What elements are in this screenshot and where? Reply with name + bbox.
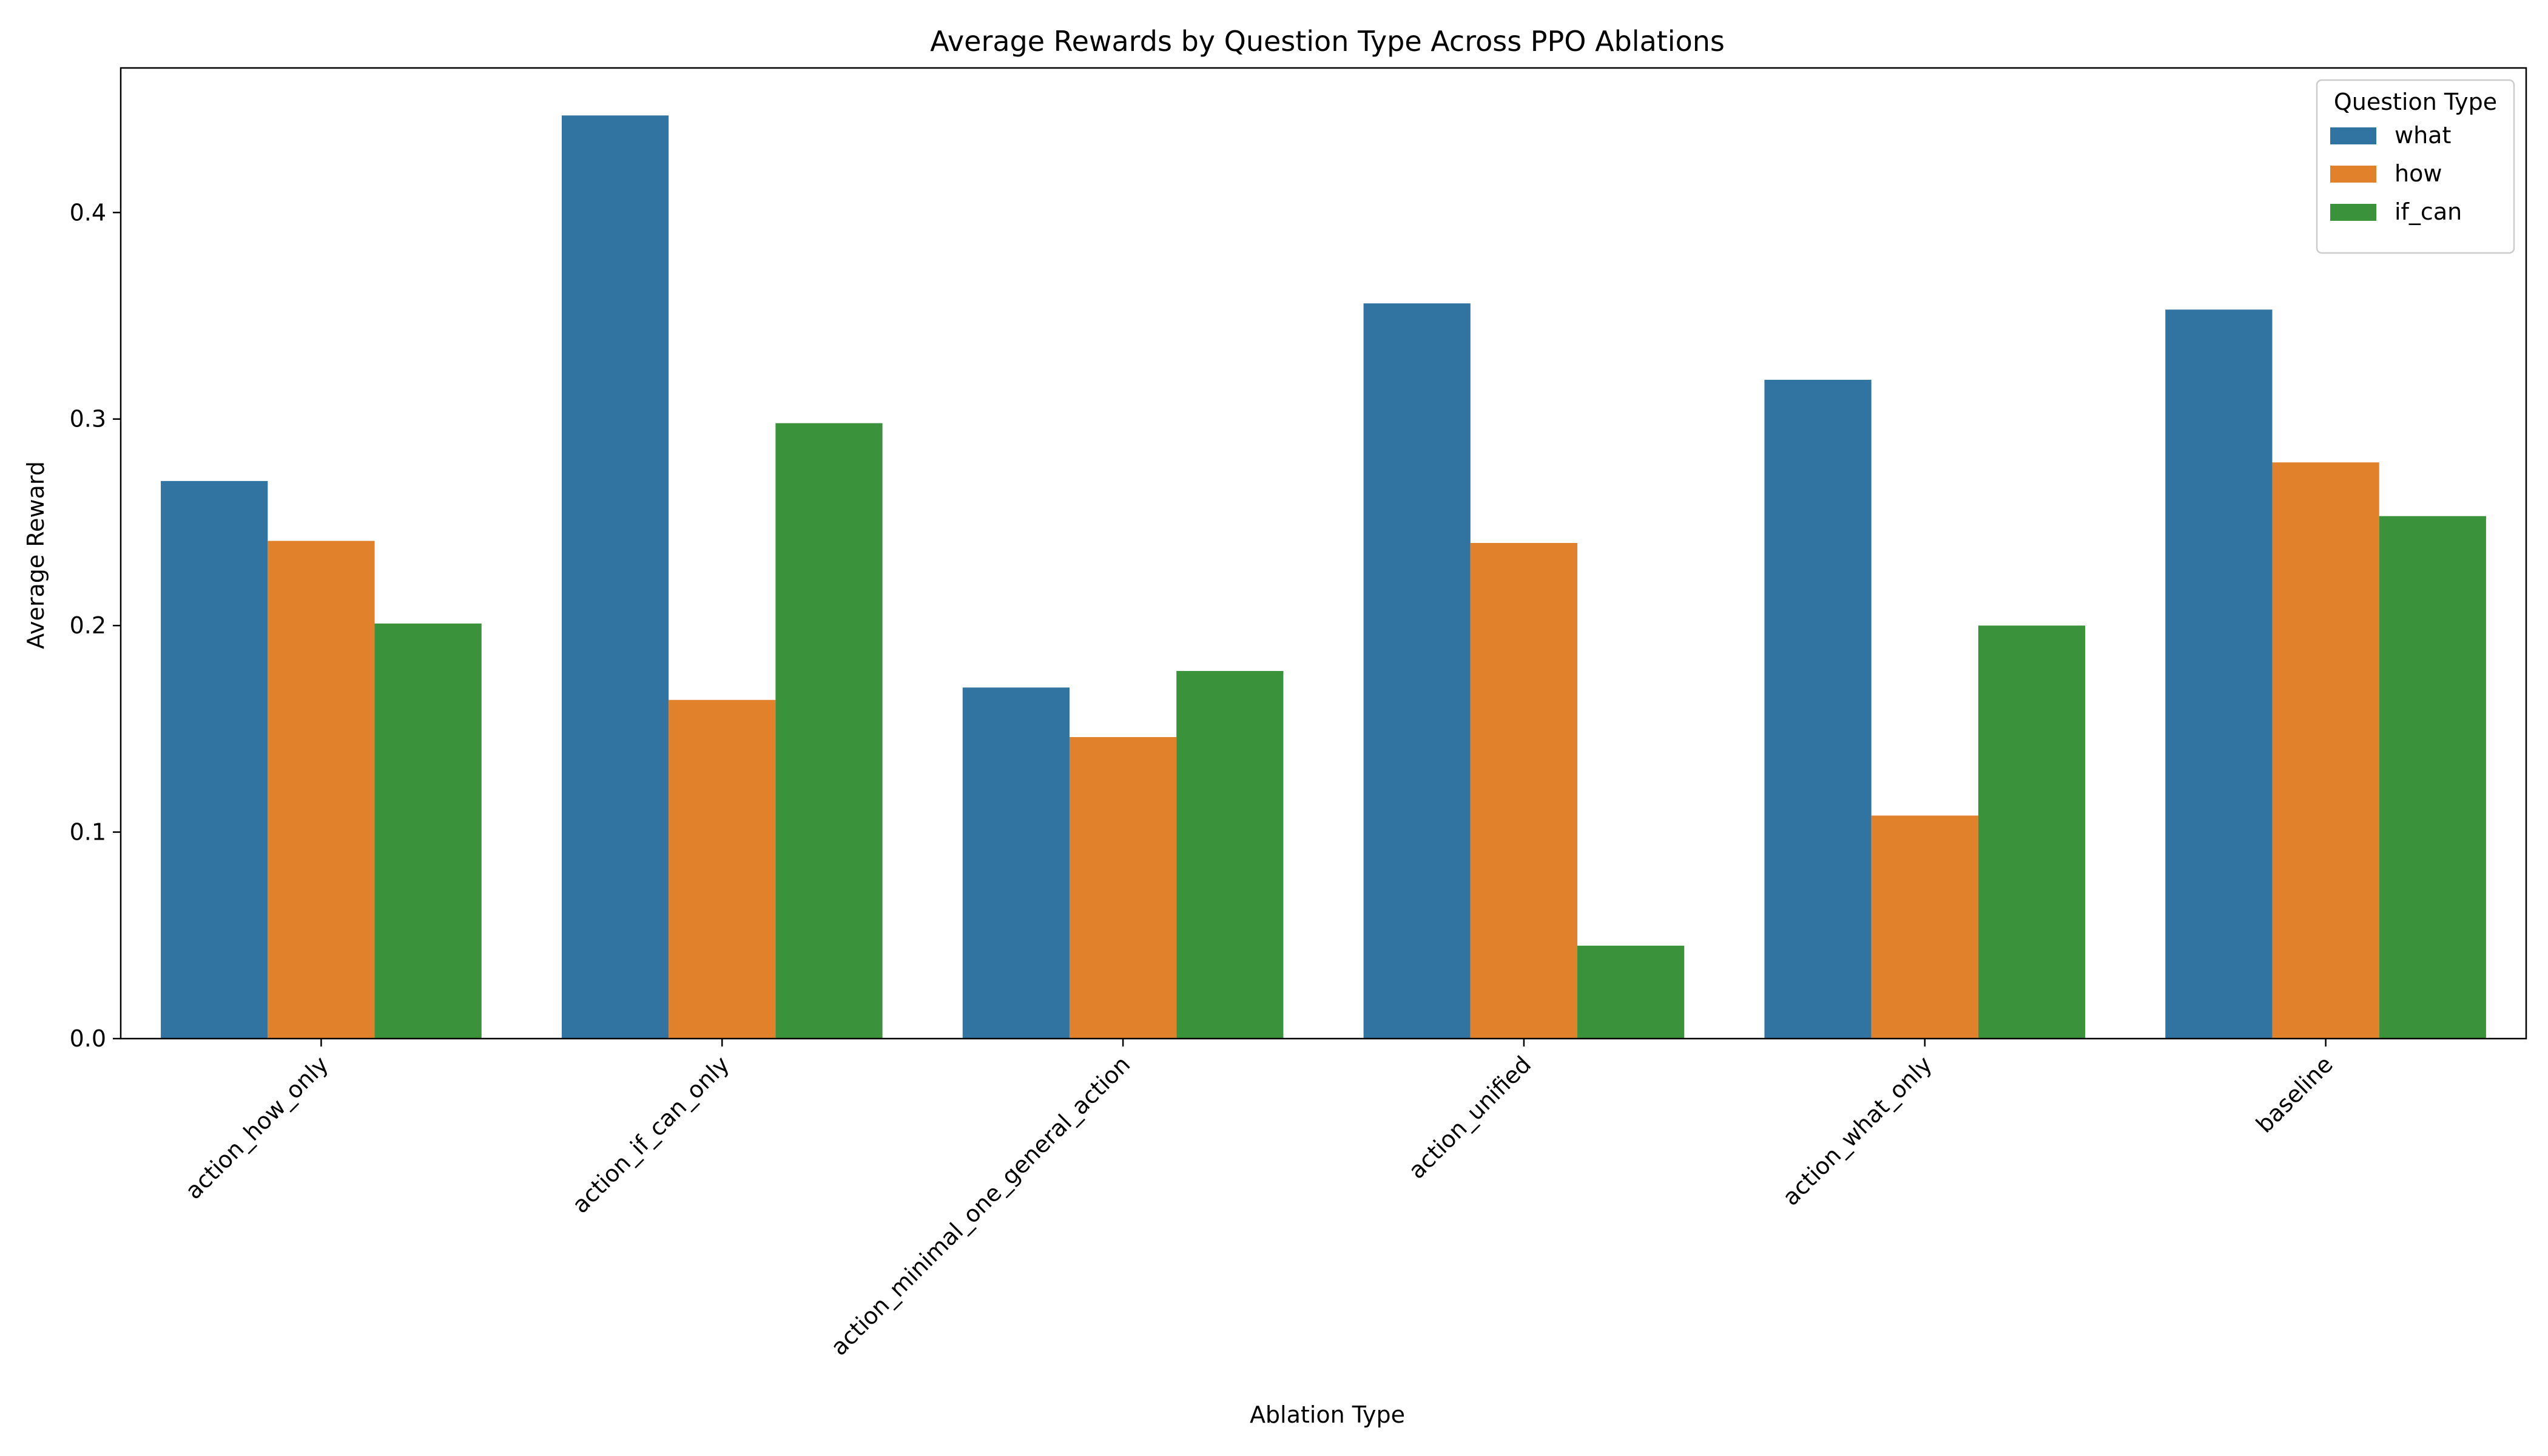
legend-title: Question Type xyxy=(2334,89,2497,115)
bar-if_can-action_what_only xyxy=(1978,625,2086,1039)
x-tick-label: action_if_can_only xyxy=(567,1051,734,1218)
bar-how-baseline xyxy=(2272,462,2379,1039)
bar-what-action_unified xyxy=(1363,303,1471,1039)
x-tick-label: action_unified xyxy=(1403,1051,1536,1184)
bar-what-action_minimal_one_general_action xyxy=(962,687,1070,1039)
plot-frame xyxy=(120,67,2527,1040)
y-tick-label: 0.0 xyxy=(70,1025,106,1052)
x-axis-label: Ablation Type xyxy=(1250,1401,1405,1428)
bar-how-action_unified xyxy=(1470,542,1578,1039)
x-tick-label: action_what_only xyxy=(1778,1051,1938,1211)
bar-how-action_what_only xyxy=(1871,815,1978,1039)
bar-how-action_minimal_one_general_action xyxy=(1069,736,1177,1039)
bar-how-action_how_only xyxy=(268,541,375,1039)
legend-label-if_can: if_can xyxy=(2395,198,2462,225)
legend-swatch-what xyxy=(2330,127,2376,144)
y-tick-label: 0.3 xyxy=(70,406,106,433)
legend-label-what: what xyxy=(2395,122,2451,149)
y-tick-label: 0.1 xyxy=(70,819,106,846)
bar-what-action_if_can_only xyxy=(561,115,669,1039)
bar-what-baseline xyxy=(2165,309,2273,1039)
legend-label-how: how xyxy=(2395,160,2442,187)
chart-title: Average Rewards by Question Type Across … xyxy=(930,25,1725,58)
bar-how-action_if_can_only xyxy=(669,699,776,1039)
x-tick-label: action_minimal_one_general_action xyxy=(826,1051,1136,1361)
x-tick-label: action_how_only xyxy=(180,1051,334,1204)
y-axis-label: Average Reward xyxy=(22,461,49,649)
bar-if_can-action_if_can_only xyxy=(775,423,883,1039)
bar-if_can-action_how_only xyxy=(374,623,482,1039)
bar-what-action_what_only xyxy=(1764,380,1872,1039)
legend: Question Type what how if_can xyxy=(2316,79,2515,254)
bar-if_can-baseline xyxy=(2379,516,2486,1039)
bars-layer xyxy=(161,115,2486,1039)
x-tick-label: baseline xyxy=(2251,1051,2338,1138)
y-tick-label: 0.4 xyxy=(70,199,106,226)
bar-if_can-action_unified xyxy=(1577,945,1685,1039)
legend-swatch-if_can xyxy=(2330,204,2376,221)
bar-what-action_how_only xyxy=(161,480,268,1039)
legend-swatch-how xyxy=(2330,166,2376,183)
bar-if_can-action_minimal_one_general_action xyxy=(1176,671,1284,1039)
y-tick-label: 0.2 xyxy=(70,612,106,639)
